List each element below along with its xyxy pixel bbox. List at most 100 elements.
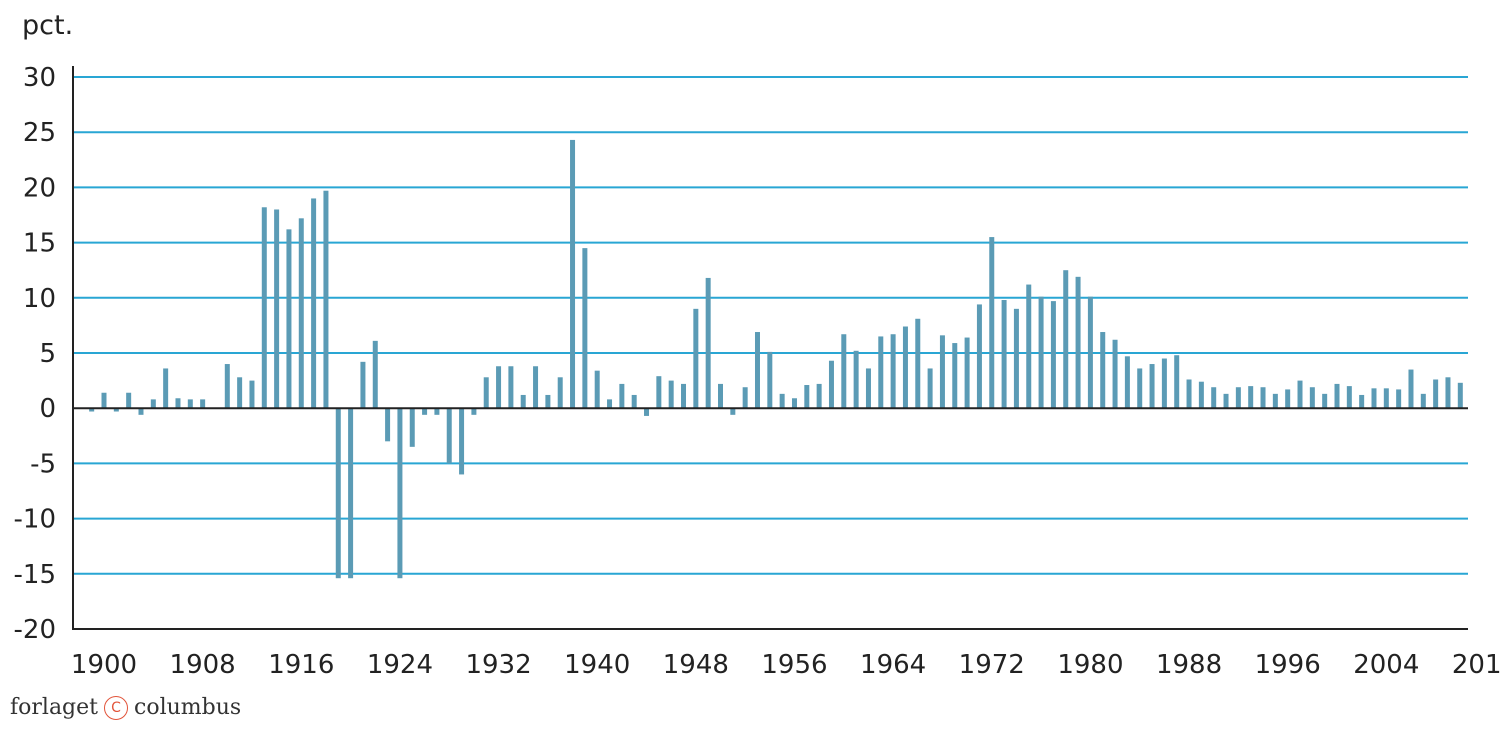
publisher-name-left: forlaget	[10, 695, 98, 720]
bar	[989, 237, 995, 409]
bar	[1396, 389, 1402, 409]
bar	[1346, 386, 1352, 409]
bar	[1334, 383, 1340, 409]
bar	[865, 368, 871, 409]
bar	[1174, 355, 1180, 409]
bar	[1383, 388, 1389, 409]
publisher-name-right: columbus	[134, 695, 242, 720]
bar	[249, 380, 255, 409]
y-tick-label: 25	[23, 118, 56, 148]
bar	[138, 408, 144, 415]
bar	[163, 368, 169, 409]
y-tick-label: -5	[30, 449, 56, 479]
bar	[1408, 369, 1414, 409]
bar	[237, 377, 243, 409]
bar	[1198, 381, 1204, 409]
bar	[890, 334, 896, 409]
bar	[1371, 388, 1377, 409]
x-tick-label: 1932	[465, 650, 531, 680]
x-tick-label: 2004	[1353, 650, 1419, 680]
x-tick-label: 1956	[761, 650, 827, 680]
bar	[1100, 332, 1106, 409]
bar	[1026, 284, 1032, 409]
bar	[1457, 382, 1463, 409]
bar	[1445, 377, 1451, 409]
bar	[175, 398, 181, 409]
bar	[730, 408, 736, 415]
bar	[1309, 387, 1315, 409]
y-tick-label: 5	[39, 339, 56, 369]
bar	[224, 364, 230, 409]
bar	[360, 361, 366, 409]
bar	[1322, 393, 1328, 409]
bar	[113, 408, 119, 412]
x-tick-label: 1988	[1156, 650, 1222, 680]
bar	[1112, 339, 1118, 409]
x-tick-label: 1908	[170, 650, 236, 680]
bar	[841, 334, 847, 409]
y-tick-label: -15	[14, 560, 56, 590]
y-tick-label: 20	[23, 173, 56, 203]
bar	[101, 392, 107, 409]
bar	[298, 218, 304, 409]
bar	[520, 394, 526, 409]
bar	[496, 366, 502, 409]
y-tick-label: -20	[14, 615, 56, 645]
bar	[631, 394, 637, 409]
bar	[422, 408, 428, 415]
bar	[397, 408, 403, 579]
bar	[126, 392, 132, 409]
x-tick-label: 1940	[564, 650, 630, 680]
x-tick-label: 1924	[367, 650, 433, 680]
bar	[927, 368, 933, 409]
bar	[323, 190, 329, 409]
bar	[1420, 393, 1426, 409]
bar	[902, 326, 908, 409]
bar	[200, 399, 206, 409]
bar	[718, 383, 723, 409]
bar	[1433, 379, 1439, 409]
bar	[335, 408, 341, 579]
x-tick-label: 2012	[1452, 650, 1500, 680]
bar	[1297, 380, 1303, 409]
bar	[261, 207, 267, 409]
bar	[619, 383, 625, 409]
bar	[1260, 387, 1266, 409]
bar	[791, 398, 797, 409]
bar	[1161, 358, 1167, 409]
bar	[804, 385, 810, 409]
x-tick-label: 1964	[860, 650, 926, 680]
bar-chart: 30 25 20 15 10 5 0 -5 -10 -15 -20 1900 1908 1916 1924…	[14, 63, 1500, 680]
bar	[274, 209, 280, 409]
bar	[311, 198, 317, 409]
bar	[348, 408, 354, 579]
y-tick-label: -10	[14, 505, 56, 535]
bar	[545, 394, 551, 409]
bar	[607, 399, 613, 409]
bar	[1235, 387, 1241, 409]
bar	[1050, 301, 1056, 409]
bar	[409, 408, 415, 447]
bar	[570, 139, 576, 409]
bar	[915, 318, 921, 409]
bar	[853, 350, 859, 409]
bar	[668, 380, 674, 409]
bar	[1124, 356, 1130, 409]
bar	[1272, 393, 1278, 409]
bar	[1285, 389, 1291, 409]
bar	[878, 336, 884, 409]
bars	[89, 139, 1463, 579]
bar	[828, 360, 834, 409]
bar	[1149, 364, 1155, 409]
bar	[693, 308, 699, 409]
bar	[533, 366, 539, 409]
bar	[582, 248, 588, 409]
bar	[754, 332, 760, 409]
y-tick-label: 0	[39, 394, 56, 424]
bar	[939, 335, 945, 409]
grid-lines	[73, 76, 1468, 575]
bar	[742, 387, 748, 409]
y-tick-label: 30	[23, 63, 56, 93]
bar	[1248, 386, 1254, 409]
bar	[187, 399, 193, 409]
